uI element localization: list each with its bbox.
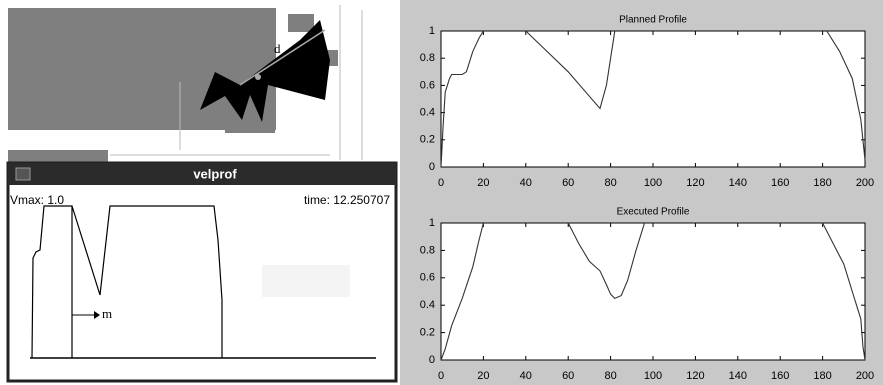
x-tick-label: 200 xyxy=(856,370,874,382)
y-tick-label: 0.4 xyxy=(420,107,435,119)
obstacle xyxy=(288,14,314,32)
y-tick-label: 0.2 xyxy=(420,327,435,339)
x-tick-label: 0 xyxy=(438,370,444,382)
y-tick-label: 1 xyxy=(429,217,435,229)
x-tick-label: 80 xyxy=(604,177,616,189)
window-menu-button[interactable] xyxy=(16,168,30,180)
y-tick-label: 0.6 xyxy=(420,79,435,91)
y-tick-label: 0.6 xyxy=(420,272,435,284)
y-tick-label: 0.8 xyxy=(420,244,435,256)
time-label: time: 12.250707 xyxy=(304,193,390,207)
x-tick-label: 20 xyxy=(477,370,489,382)
y-tick-label: 0.2 xyxy=(420,134,435,146)
x-tick-label: 180 xyxy=(813,370,831,382)
x-tick-label: 20 xyxy=(477,177,489,189)
plot-area xyxy=(441,223,865,360)
map-label: d xyxy=(274,41,281,56)
chart-title: Executed Profile xyxy=(617,207,690,218)
x-tick-label: 140 xyxy=(729,177,747,189)
x-tick-label: 0 xyxy=(438,177,444,189)
x-tick-label: 80 xyxy=(604,370,616,382)
x-tick-label: 120 xyxy=(686,370,704,382)
y-tick-label: 0 xyxy=(429,354,435,366)
chart-title: Planned Profile xyxy=(619,15,687,26)
x-tick-label: 100 xyxy=(644,370,662,382)
velprof-window: velprof Vmax: 1.0 time: 12.250707 m xyxy=(8,163,396,381)
x-tick-label: 100 xyxy=(644,177,662,189)
x-tick-label: 60 xyxy=(562,177,574,189)
marker-label: m xyxy=(102,306,112,321)
x-tick-label: 160 xyxy=(771,177,789,189)
y-tick-label: 0.8 xyxy=(420,52,435,64)
robot xyxy=(255,74,261,80)
x-tick-label: 40 xyxy=(520,370,532,382)
y-tick-label: 1 xyxy=(429,25,435,37)
y-tick-label: 0.4 xyxy=(420,299,435,311)
x-tick-label: 200 xyxy=(856,177,874,189)
y-tick-label: 0 xyxy=(429,161,435,173)
window-title: velprof xyxy=(193,166,237,181)
x-tick-label: 120 xyxy=(686,177,704,189)
x-tick-label: 40 xyxy=(520,177,532,189)
figure: d velprof Vmax: 1.0 time: 12.250707 m Pl… xyxy=(0,0,883,385)
x-tick-label: 180 xyxy=(813,177,831,189)
plot-area xyxy=(441,31,865,167)
x-tick-label: 60 xyxy=(562,370,574,382)
vmax-label: Vmax: 1.0 xyxy=(10,193,64,207)
blank-patch xyxy=(262,265,350,297)
x-tick-label: 140 xyxy=(729,370,747,382)
x-tick-label: 160 xyxy=(771,370,789,382)
